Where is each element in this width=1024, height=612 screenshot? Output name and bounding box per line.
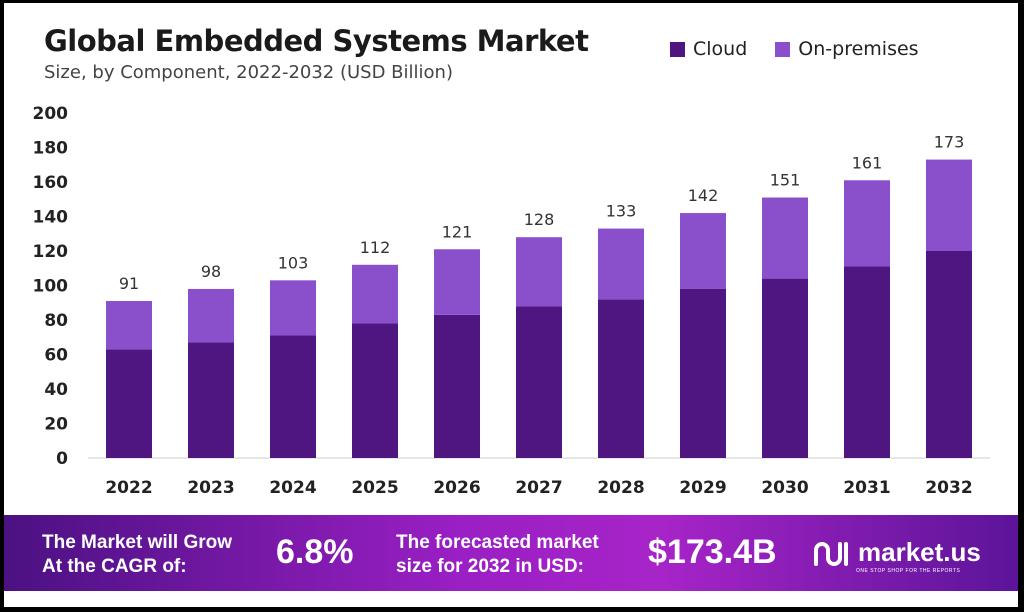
x-tick-label: 2023 — [187, 478, 234, 498]
data-label-total: 151 — [770, 171, 801, 190]
logo-tagline: ONE STOP SHOP FOR THE REPORTS — [856, 568, 961, 574]
bar-cloud — [680, 288, 726, 458]
y-tick-label: 0 — [56, 449, 68, 469]
bar-on-premises — [598, 228, 644, 300]
legend-swatch-cloud — [670, 41, 685, 57]
bar-on-premises — [106, 301, 152, 350]
bar-on-premises — [188, 288, 234, 343]
y-tick-label: 60 — [44, 346, 68, 366]
market-us-logo: market.us ONE STOP SHOP FOR THE REPORTS — [812, 537, 981, 574]
cagr-label-line: The Market will Grow — [42, 532, 233, 553]
y-tick-label: 120 — [33, 242, 69, 262]
cagr-label: The Market will Grow At the CAGR of: — [42, 531, 232, 579]
x-tick-label: 2024 — [269, 478, 316, 498]
cagr-value: 6.8% — [276, 533, 354, 571]
data-label-total: 173 — [934, 133, 965, 152]
y-tick-label: 160 — [33, 173, 69, 193]
data-label-total: 133 — [606, 202, 637, 221]
bar-cloud — [188, 342, 234, 458]
bar-cloud — [926, 251, 972, 458]
bar-on-premises — [926, 159, 972, 251]
x-tick-label: 2026 — [433, 478, 480, 498]
data-label-total: 142 — [688, 186, 719, 205]
x-tick-label: 2030 — [761, 478, 808, 498]
cagr-label-line: At the CAGR of: — [42, 556, 187, 577]
data-label-total: 112 — [360, 238, 391, 257]
bar-on-premises — [844, 180, 890, 267]
x-tick-label: 2032 — [925, 478, 972, 498]
logo-icon — [814, 541, 848, 566]
data-label-total: 161 — [852, 153, 883, 172]
bar-cloud — [516, 306, 562, 458]
footer-banner: The Market will Grow At the CAGR of: 6.8%… — [4, 515, 1018, 591]
forecast-label: The forecasted market size for 2032 in US… — [396, 531, 599, 579]
y-tick-label: 40 — [44, 380, 68, 400]
chart-subtitle: Size, by Component, 2022-2032 (USD Billi… — [44, 62, 453, 83]
legend-item-on-premises: On-premises — [775, 38, 919, 60]
bar-cloud — [270, 335, 316, 458]
forecast-label-line: The forecasted market — [396, 532, 599, 553]
x-tick-label: 2029 — [679, 478, 726, 498]
legend-label: On-premises — [798, 38, 919, 60]
bar-cloud — [352, 323, 398, 458]
logo-text: market.us — [858, 537, 981, 567]
bar-on-premises — [680, 213, 726, 289]
legend: Cloud On-premises — [670, 38, 919, 60]
x-tick-label: 2031 — [843, 478, 890, 498]
bar-cloud — [844, 266, 890, 458]
bar-cloud — [598, 299, 644, 458]
bar-cloud — [106, 349, 152, 458]
data-label-total: 98 — [201, 262, 221, 281]
x-tick-label: 2028 — [597, 478, 644, 498]
y-tick-label: 80 — [44, 311, 68, 331]
data-label-total: 121 — [442, 222, 473, 241]
bar-on-premises — [352, 264, 398, 324]
data-label-total: 103 — [278, 253, 309, 272]
x-tick-label: 2022 — [105, 478, 152, 498]
legend-label: Cloud — [693, 38, 748, 60]
y-tick-label: 20 — [44, 415, 68, 435]
y-tick-label: 140 — [33, 208, 69, 228]
x-tick-label: 2025 — [351, 478, 398, 498]
legend-item-cloud: Cloud — [670, 38, 747, 60]
y-tick-label: 180 — [33, 139, 69, 159]
x-tick-label: 2027 — [515, 478, 562, 498]
bar-on-premises — [270, 280, 316, 336]
bar-cloud — [762, 278, 808, 458]
bar-on-premises — [516, 237, 562, 307]
data-label-total: 128 — [524, 210, 555, 229]
legend-swatch-on-premises — [775, 41, 791, 57]
bar-on-premises — [434, 249, 480, 315]
forecast-label-line: size for 2032 in USD: — [396, 556, 584, 577]
bar-cloud — [434, 314, 480, 458]
data-label-total: 91 — [119, 274, 139, 293]
forecast-value: $173.4B — [648, 533, 777, 571]
bar-on-premises — [762, 197, 808, 279]
y-tick-label: 100 — [33, 277, 69, 297]
chart-title: Global Embedded Systems Market — [44, 24, 589, 58]
y-tick-label: 200 — [33, 104, 69, 124]
